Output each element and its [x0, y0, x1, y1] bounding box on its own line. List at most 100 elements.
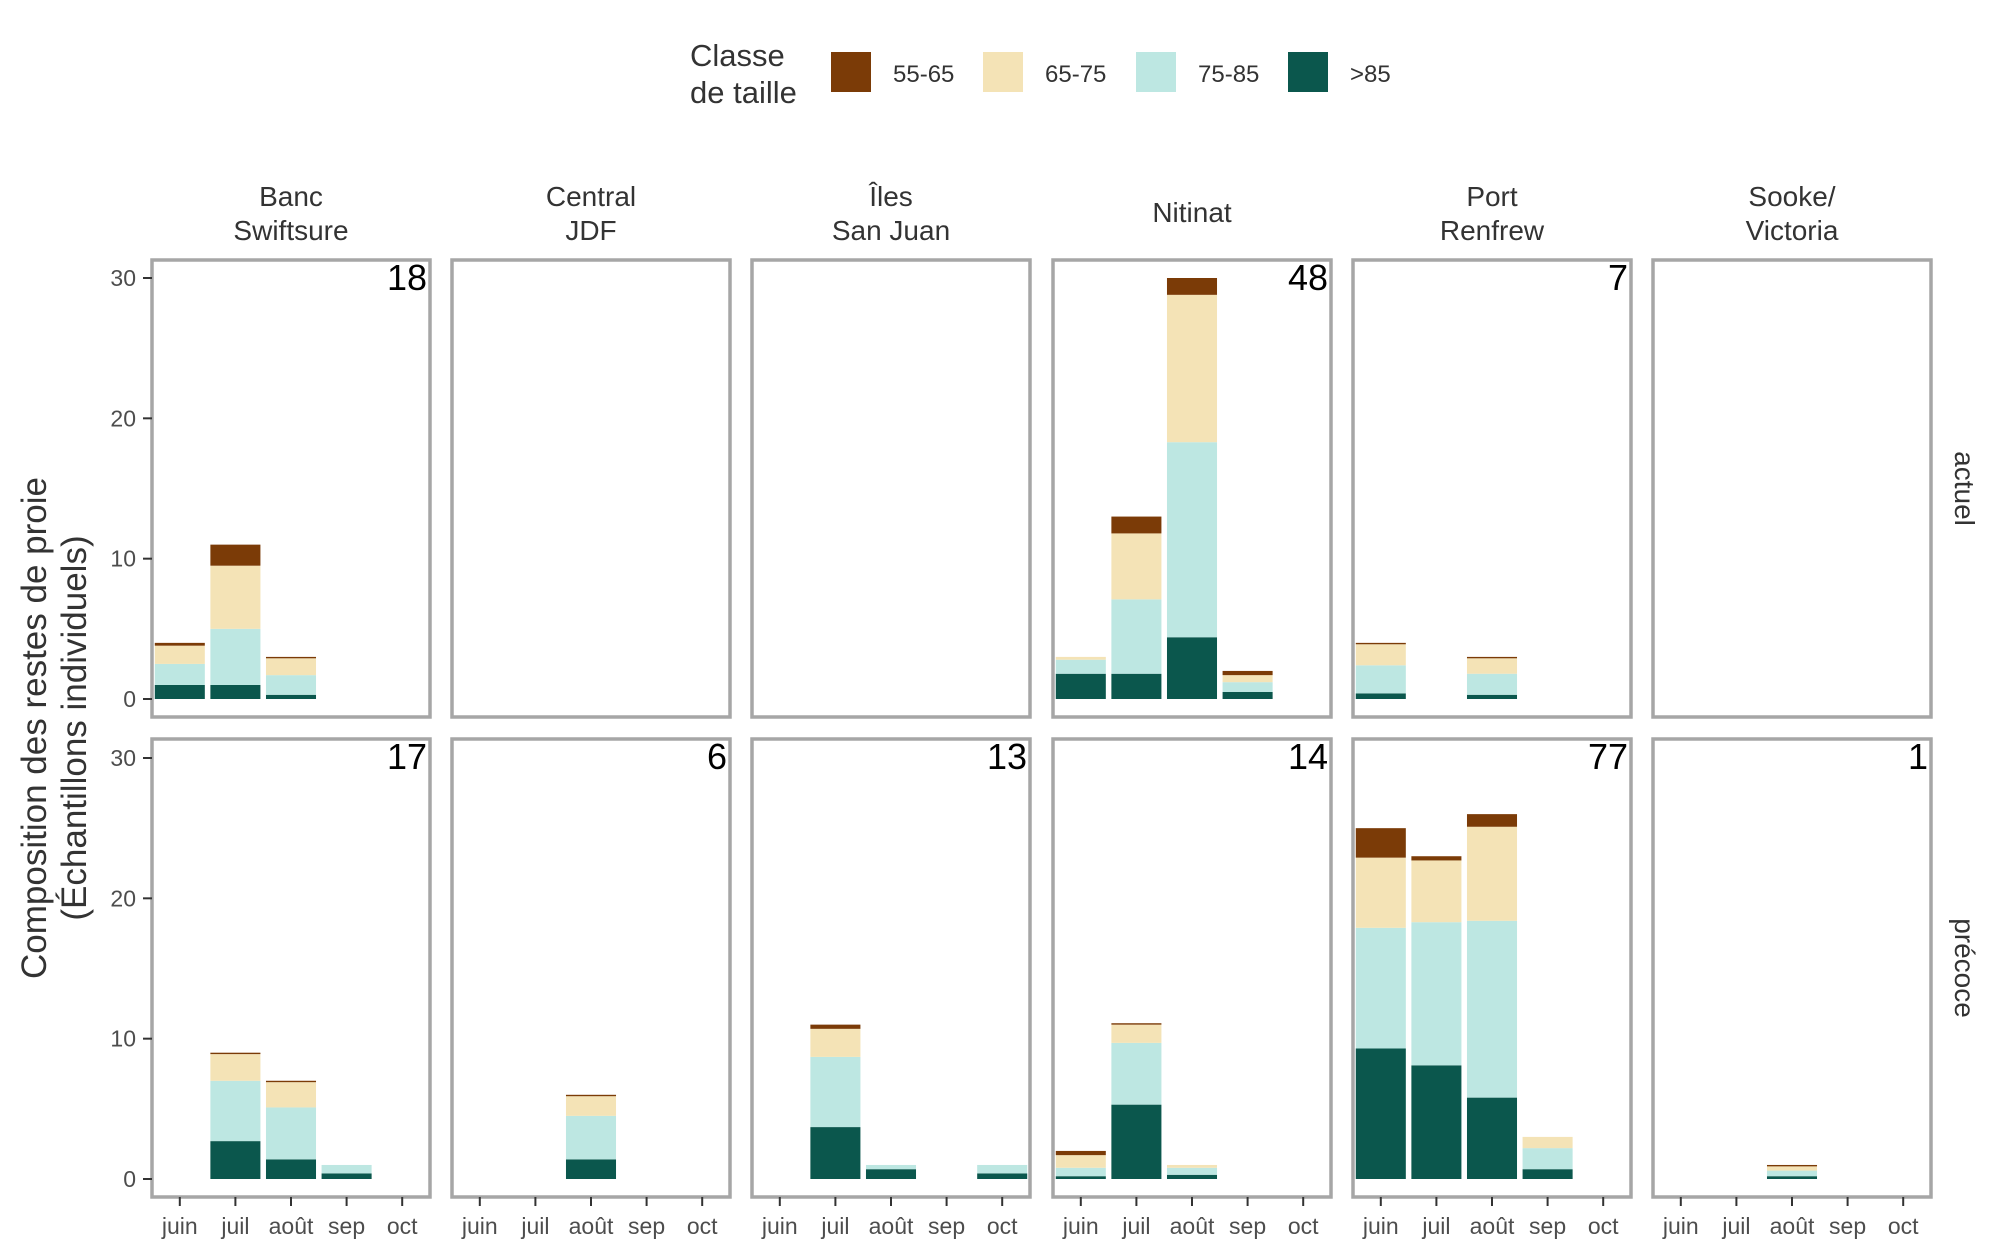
bar-segment-65-75 — [1522, 1136, 1573, 1149]
bar-segment-75-85 — [865, 1164, 917, 1170]
bar-juil — [1111, 516, 1162, 699]
bar-segment-55-65 — [210, 544, 261, 566]
bar-segment-gt85 — [154, 684, 205, 699]
legend-label-65-75: 65-75 — [1045, 61, 1106, 88]
panel-count: 17 — [387, 736, 427, 777]
bar-segment-75-85 — [1766, 1170, 1818, 1177]
x-tick-label: juin — [1062, 1213, 1099, 1239]
x-tick-label: juil — [820, 1213, 849, 1239]
panel-actuel-nitinat: 48 — [1051, 257, 1333, 719]
column-strip-line: Îles — [868, 181, 913, 212]
panel-actuel-banc-swiftsure: 18 — [150, 257, 432, 719]
bar-segment-65-75 — [1055, 1155, 1106, 1168]
bar-segment-55-65 — [1111, 516, 1162, 534]
bar-segment-75-85 — [1166, 442, 1218, 638]
bar-aout — [865, 1164, 917, 1179]
x-tick-label: juin — [761, 1213, 798, 1239]
panel-count: 7 — [1608, 257, 1628, 298]
panel-border — [1351, 258, 1633, 719]
panel-border — [750, 258, 1032, 719]
x-tick-label: sep — [328, 1213, 365, 1239]
bar-juin — [154, 642, 205, 699]
y-tick-label: 10 — [110, 1026, 136, 1052]
bar-juil — [210, 544, 261, 699]
bar-juin — [1055, 656, 1106, 699]
bar-sep — [1222, 670, 1273, 699]
bar-segment-65-75 — [1111, 533, 1162, 600]
bar-segment-75-85 — [1466, 920, 1518, 1098]
bar-segment-gt85 — [1166, 1174, 1218, 1179]
legend-entry-65-75: 65-75 — [983, 52, 1106, 92]
panel-count: 48 — [1288, 257, 1328, 298]
y-tick-label: 20 — [110, 885, 136, 911]
bar-segment-55-65 — [1222, 670, 1273, 676]
bar-aout — [265, 1080, 317, 1179]
bar-segment-gt85 — [865, 1169, 917, 1179]
panel-border — [750, 737, 1032, 1199]
y-axis-title-line: Composition des restes de proie — [15, 477, 54, 979]
x-tick-label: oct — [1888, 1213, 1919, 1239]
panel-precoce-sooke-victoria: 1 — [1651, 736, 1933, 1199]
bar-segment-75-85 — [265, 1107, 317, 1160]
bar-segment-75-85 — [1411, 922, 1462, 1066]
column-strip-line: Renfrew — [1440, 215, 1545, 246]
bar-segment-gt85 — [1222, 691, 1273, 699]
bar-segment-gt85 — [1411, 1065, 1462, 1179]
bar-segment-65-75 — [1355, 857, 1406, 928]
x-tick-label: août — [569, 1213, 614, 1239]
x-tick-label: sep — [1529, 1213, 1566, 1239]
x-tick-label: août — [1470, 1213, 1515, 1239]
panel-actuel-port-renfrew: 7 — [1351, 257, 1633, 719]
bar-segment-65-75 — [1355, 644, 1406, 666]
legend: Classe de taille 55-65 65-75 75-85 >85 — [690, 38, 1391, 110]
bar-segment-75-85 — [265, 675, 317, 695]
legend-key-65-75 — [983, 52, 1023, 92]
panel-border — [150, 258, 432, 719]
panel-count: 1 — [1908, 736, 1928, 777]
y-tick-label: 10 — [110, 546, 136, 572]
bar-segment-gt85 — [977, 1173, 1028, 1179]
x-tick-label: juin — [161, 1213, 198, 1239]
y-tick-label: 0 — [123, 686, 136, 712]
bar-aout — [1166, 278, 1218, 699]
panel-border — [1651, 737, 1933, 1199]
bar-segment-gt85 — [565, 1159, 617, 1179]
panel-border — [1651, 258, 1933, 719]
y-tick-label: 20 — [110, 405, 136, 431]
bar-segment-65-75 — [1466, 826, 1518, 921]
bar-segment-gt85 — [810, 1127, 861, 1179]
panel-count: 14 — [1288, 736, 1328, 777]
bar-segment-55-65 — [1355, 642, 1406, 645]
bar-segment-65-75 — [1166, 1164, 1218, 1168]
panel-actuel-sooke-victoria — [1651, 258, 1933, 719]
column-strip-line: San Juan — [832, 215, 950, 246]
bar-segment-55-65 — [1466, 814, 1518, 827]
bar-segment-75-85 — [1111, 599, 1162, 674]
column-strips: Banc Swiftsure Central JDF Îles San Juan Nitin… — [233, 181, 1838, 246]
panels: 18 48 7 17 6 13 14 77 1 — [150, 257, 1933, 1199]
panel-precoce-port-renfrew: 77 — [1351, 736, 1633, 1199]
bar-segment-55-65 — [210, 1052, 261, 1055]
y-axis-title: Composition des restes de proie(Échantil… — [15, 477, 94, 979]
legend-title-line: Classe — [690, 38, 785, 73]
bar-segment-55-65 — [565, 1094, 617, 1097]
panel-border — [1051, 258, 1333, 719]
bar-segment-65-75 — [265, 658, 317, 676]
column-strip-line: Sooke/ — [1748, 181, 1835, 212]
bar-segment-55-65 — [265, 1080, 317, 1083]
bar-segment-65-75 — [154, 645, 205, 664]
bar-segment-gt85 — [1055, 673, 1106, 699]
panel-count: 77 — [1588, 736, 1628, 777]
column-strip-line: Nitinat — [1152, 197, 1232, 228]
x-tick-label: juil — [1421, 1213, 1450, 1239]
bar-segment-gt85 — [1111, 1104, 1162, 1179]
bar-segment-75-85 — [1355, 665, 1406, 694]
bar-segment-75-85 — [210, 628, 261, 685]
bar-segment-gt85 — [1766, 1176, 1818, 1179]
bar-segment-55-65 — [810, 1024, 861, 1029]
bar-segment-55-65 — [1466, 656, 1518, 659]
y-tick-label: 0 — [123, 1166, 136, 1192]
column-strip-port-renfrew: Port Renfrew — [1440, 181, 1545, 246]
bar-segment-gt85 — [265, 694, 317, 699]
